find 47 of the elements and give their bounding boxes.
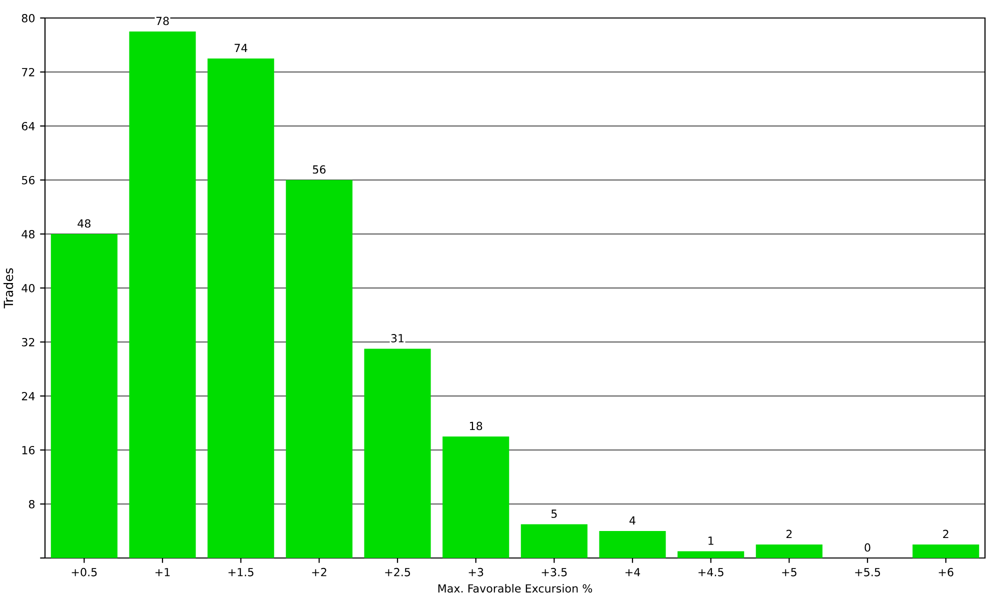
- x-tick-label: +5: [782, 568, 796, 576]
- y-tick-label: 16: [22, 446, 35, 454]
- bar: [286, 180, 352, 558]
- data-label: 48: [78, 219, 90, 228]
- y-tick-label: 48: [22, 230, 35, 238]
- bar: [208, 58, 274, 558]
- bar: [912, 544, 980, 558]
- data-label: 56: [312, 165, 326, 174]
- x-tick-label: +5.5: [855, 568, 880, 576]
- y-tick-label: 72: [22, 68, 34, 76]
- y-tick-label: 40: [22, 284, 35, 292]
- y-axis-title: Trades: [3, 268, 14, 308]
- data-label: 18: [470, 422, 482, 430]
- x-tick-label: +1: [155, 568, 170, 576]
- x-tick-label: +2: [312, 568, 326, 576]
- y-tick-label: 8: [28, 500, 35, 508]
- x-axis-title: Max. Favorable Excursion %: [438, 584, 592, 593]
- y-tick-label: 56: [22, 176, 35, 184]
- bar: [50, 234, 118, 558]
- x-tick-label: +4: [625, 568, 640, 576]
- data-label: 74: [234, 44, 248, 52]
- x-tick-label: +1.5: [228, 568, 254, 576]
- bar: [129, 32, 196, 558]
- bar: [364, 348, 431, 558]
- bar: [678, 551, 744, 558]
- y-tick-label: 80: [22, 14, 35, 22]
- bar: [520, 524, 588, 558]
- x-tick-label: +3: [468, 568, 484, 576]
- y-tick-label: 64: [22, 122, 35, 130]
- x-tick-label: +4.5: [698, 568, 724, 576]
- data-label: 31: [391, 334, 404, 342]
- x-tick-label: +6: [938, 568, 954, 576]
- bar: [756, 544, 822, 558]
- data-label: 0: [864, 543, 870, 552]
- x-tick-label: +0.5: [72, 568, 97, 576]
- data-label: 5: [551, 510, 557, 518]
- bar: [442, 436, 510, 558]
- y-tick-label: 24: [22, 392, 35, 400]
- data-label: 78: [156, 16, 169, 26]
- bar: [599, 531, 666, 558]
- data-label: 1: [708, 536, 714, 545]
- y-tick-label: 32: [22, 338, 34, 346]
- x-tick-label: +2.5: [385, 568, 410, 576]
- data-label: 2: [786, 530, 792, 538]
- data-label: 4: [630, 516, 636, 525]
- x-tick-label: +3.5: [542, 568, 567, 576]
- data-label: 2: [943, 530, 948, 538]
